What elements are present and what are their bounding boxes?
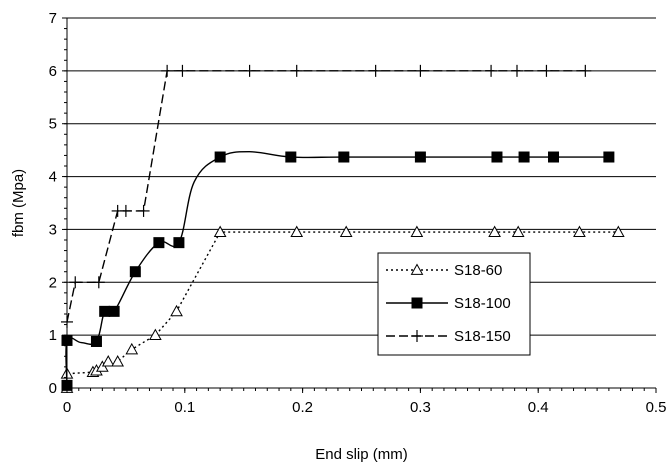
data-point — [125, 342, 139, 355]
data-point — [338, 151, 350, 163]
data-point — [290, 64, 303, 77]
data-point — [99, 305, 111, 317]
data-point — [611, 225, 625, 237]
legend-label: S18-150 — [454, 328, 511, 345]
data-point — [511, 225, 525, 237]
data-point — [173, 237, 185, 249]
legend-marker — [410, 263, 424, 275]
y-tick-label: 6 — [49, 63, 57, 80]
data-point — [108, 305, 120, 317]
series-s18-100 — [61, 151, 615, 391]
legend-marker — [411, 297, 423, 309]
data-point — [579, 64, 592, 77]
data-point — [69, 276, 82, 289]
data-point — [214, 151, 226, 163]
y-tick-label: 5 — [49, 116, 57, 133]
data-point — [485, 64, 498, 77]
x-tick-label: 0.5 — [646, 399, 667, 416]
data-point — [548, 151, 560, 163]
series-line — [66, 231, 619, 388]
series-line — [66, 70, 586, 323]
data-point — [213, 225, 227, 237]
x-axis-label: End slip (mm) — [315, 446, 408, 463]
data-point — [161, 64, 174, 77]
x-tick-labels: 0 0.1 0.2 0.3 0.4 0.5 — [63, 399, 667, 416]
data-point — [92, 276, 105, 289]
data-point — [488, 225, 501, 237]
y-tick-label: 1 — [49, 327, 57, 344]
y-tick-labels: 0 1 2 3 4 5 6 7 — [49, 10, 57, 397]
data-point — [410, 225, 424, 237]
y-tick-label: 7 — [49, 10, 57, 27]
y-tick-label: 3 — [49, 221, 57, 238]
gridlines — [67, 17, 656, 336]
data-point — [414, 151, 426, 163]
data-point — [149, 328, 162, 341]
x-tick-label: 0.2 — [292, 399, 313, 416]
data-point — [137, 204, 150, 217]
y-tick-label: 0 — [49, 380, 57, 397]
series-s18-60 — [60, 225, 625, 393]
data-point — [510, 64, 523, 77]
legend-label: S18-100 — [454, 295, 511, 312]
data-point — [170, 304, 183, 317]
data-point — [111, 355, 125, 367]
legend: S18-60 S18-100 S18-150 — [377, 252, 531, 356]
data-point — [129, 266, 141, 278]
data-point — [414, 64, 427, 77]
data-point — [285, 151, 297, 163]
legend-box — [377, 252, 531, 356]
x-tick-label: 0.4 — [528, 399, 549, 416]
data-point — [369, 64, 382, 77]
data-point — [290, 225, 304, 237]
legend-label: S18-60 — [454, 262, 502, 279]
data-point — [90, 335, 102, 347]
data-point — [573, 225, 586, 237]
data-point — [491, 151, 503, 163]
y-axis-label: fbm (Mpa) — [10, 169, 27, 237]
x-tick-label: 0.1 — [174, 399, 195, 416]
data-point — [518, 151, 530, 163]
data-point — [243, 64, 256, 77]
data-point — [540, 64, 553, 77]
series-s18-150 — [61, 64, 592, 328]
data-point — [603, 151, 615, 163]
x-tick-label: 0 — [63, 399, 71, 416]
y-tick-label: 4 — [49, 169, 57, 186]
data-point — [339, 225, 353, 237]
data-point — [119, 204, 132, 217]
legend-marker — [411, 330, 423, 342]
data-point — [153, 237, 165, 249]
axes — [62, 17, 657, 393]
x-tick-label: 0.3 — [410, 399, 431, 416]
data-point — [176, 64, 189, 77]
plot-series — [60, 64, 625, 393]
data-point — [101, 355, 115, 367]
y-tick-label: 2 — [49, 274, 57, 291]
